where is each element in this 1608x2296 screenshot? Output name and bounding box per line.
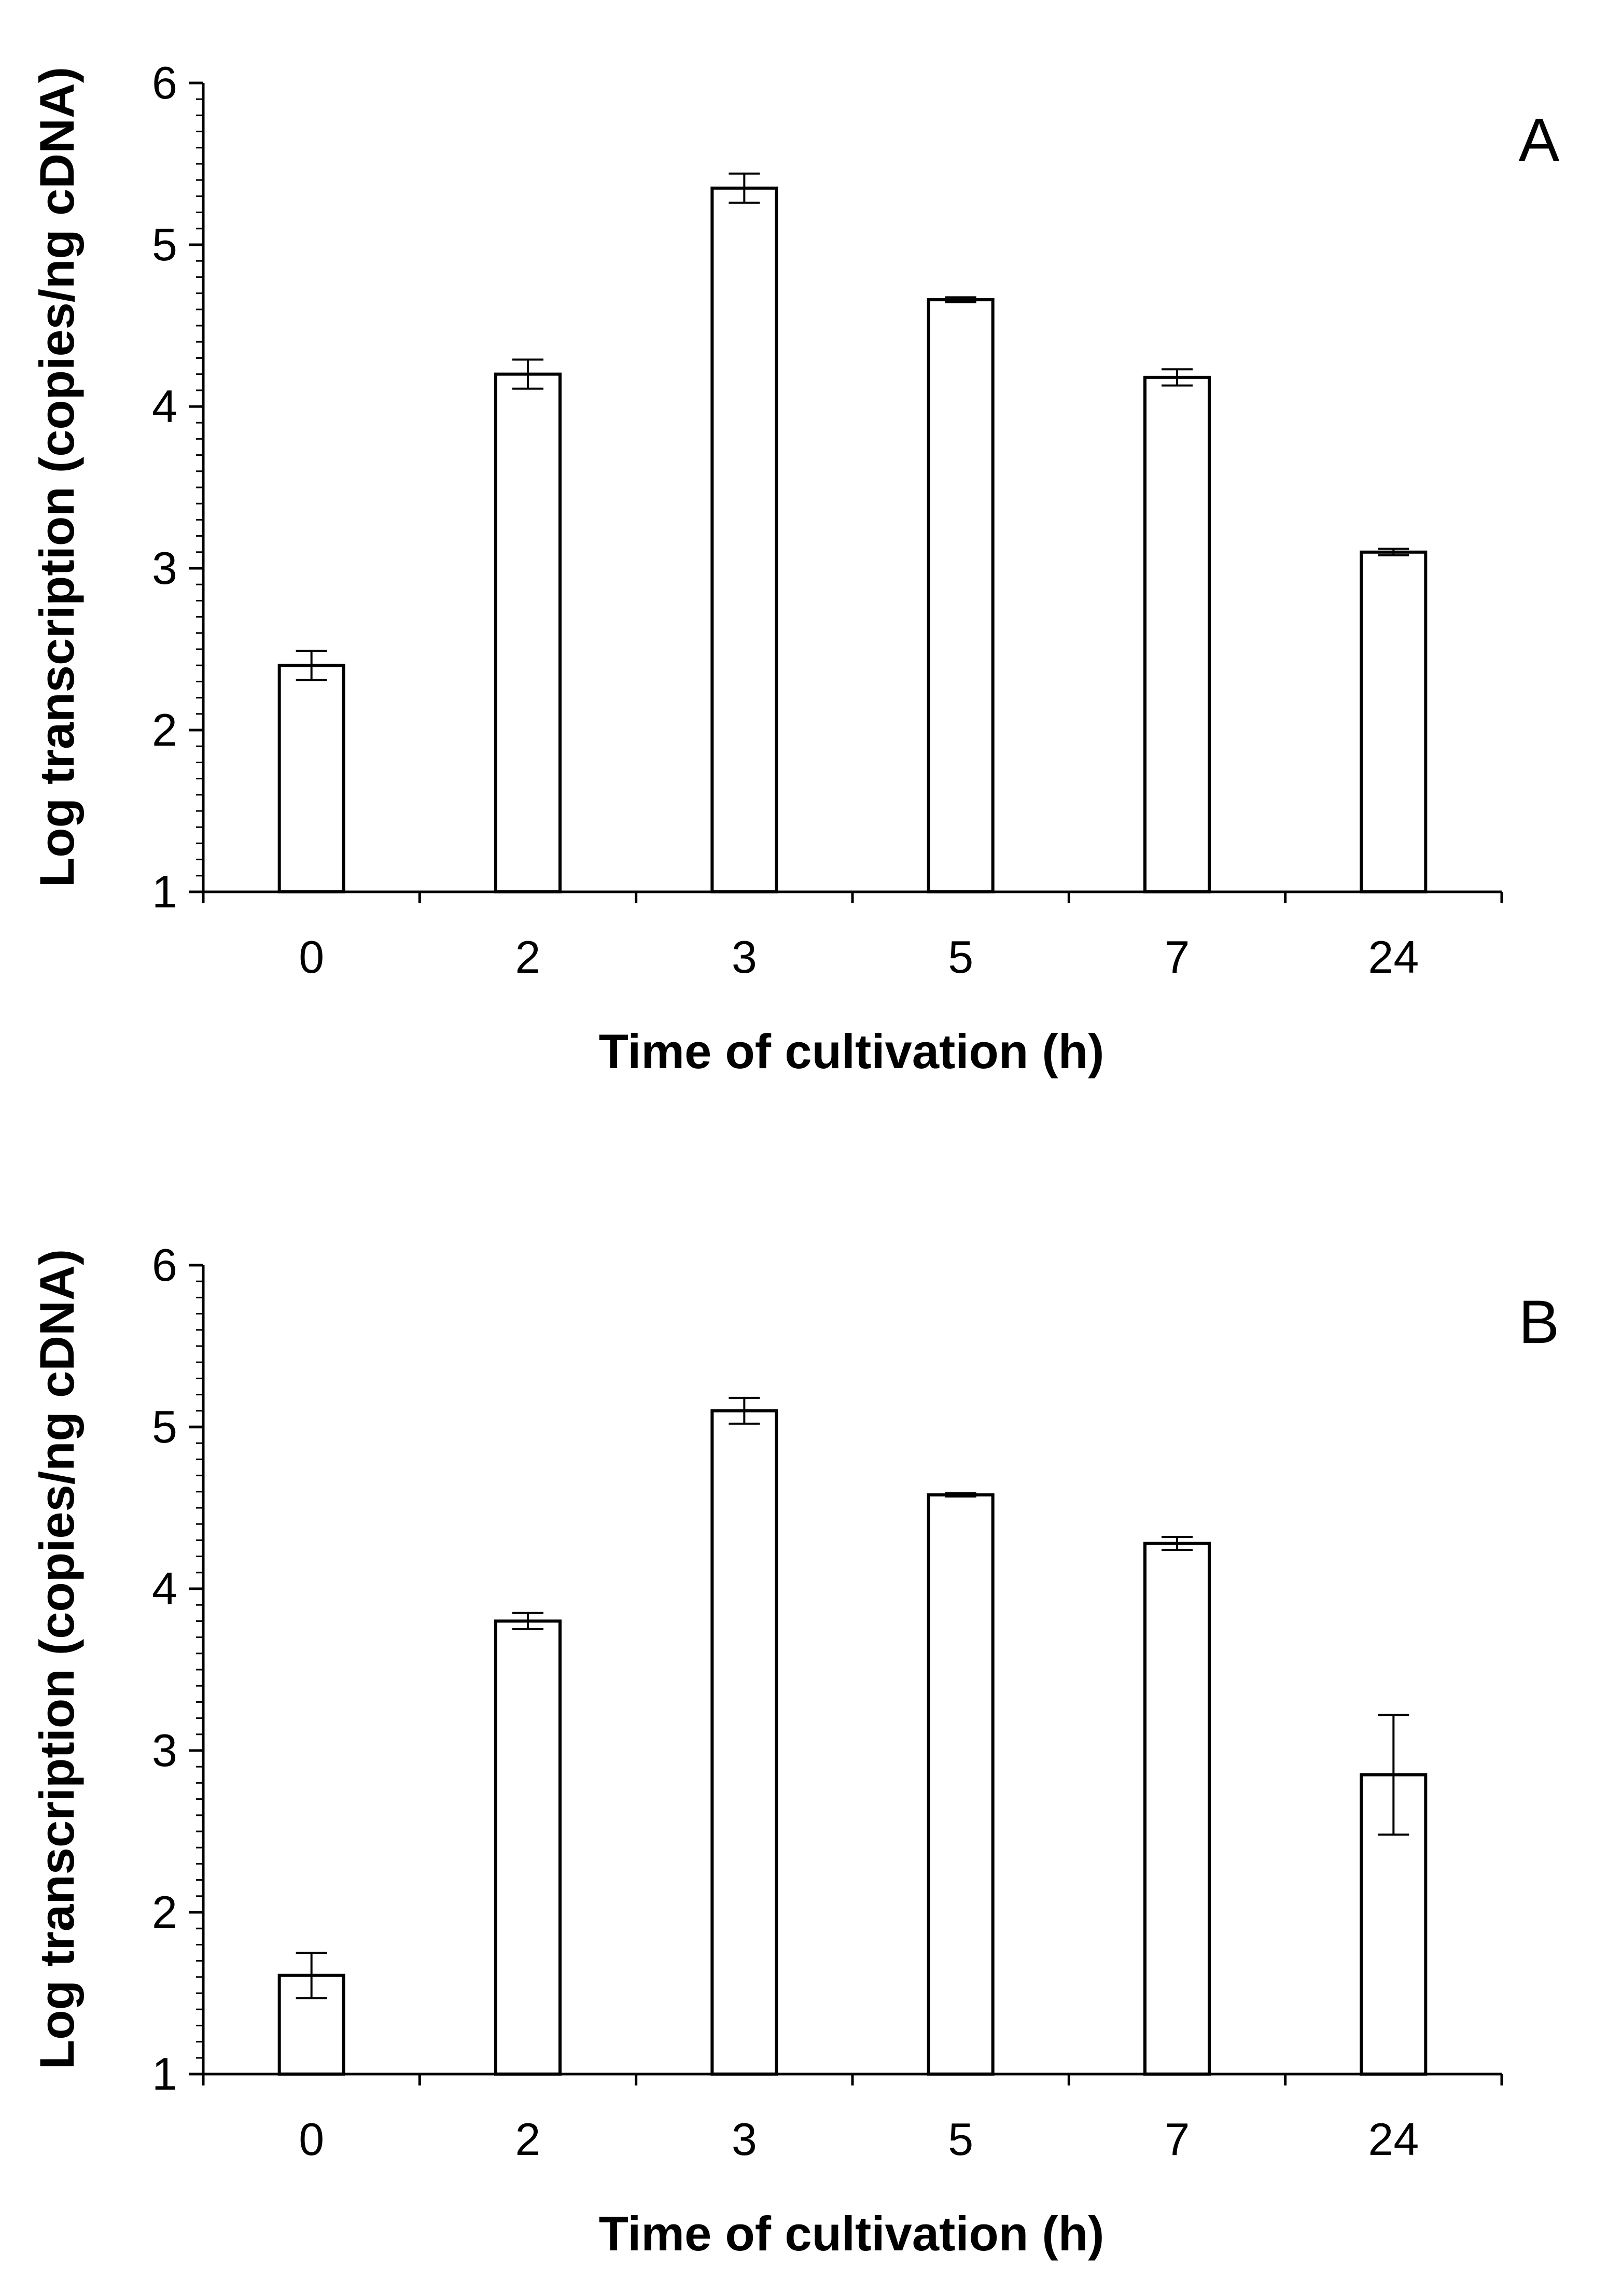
y-tick-label: 5 bbox=[152, 219, 177, 270]
bar-2 bbox=[494, 1619, 562, 2076]
y-tick-label: 1 bbox=[152, 2048, 177, 2099]
y-tick-label: 5 bbox=[152, 1401, 177, 1452]
x-axis-title: Time of cultivation (h) bbox=[599, 2206, 1104, 2261]
bar-5 bbox=[927, 298, 995, 894]
x-axis-title: Time of cultivation (h) bbox=[599, 1024, 1104, 1079]
y-tick-label: 6 bbox=[152, 1239, 177, 1291]
x-tick-label: 24 bbox=[1368, 2113, 1419, 2165]
panel-letter: B bbox=[1519, 1288, 1560, 1356]
y-axis-title: Log transcription (copies/ng cDNA) bbox=[30, 67, 84, 887]
error-bar-3 bbox=[729, 172, 760, 204]
y-tick-label: 3 bbox=[152, 542, 177, 594]
y-tick-label: 1 bbox=[152, 866, 177, 917]
x-tick-label: 3 bbox=[732, 2113, 757, 2165]
chart-panel-b: 1 2 3 4 5 6 0 2 3 5 7 24 Time of cultivation (h) Log … bbox=[30, 1239, 1559, 2261]
error-bar-7 bbox=[1162, 1536, 1193, 1551]
error-bar-3 bbox=[729, 1396, 760, 1425]
x-tick-label: 0 bbox=[299, 931, 324, 983]
x-tick-label: 0 bbox=[299, 2113, 324, 2165]
chart-panel-a: 1 2 3 4 5 6 0 2 3 5 7 24 Time of cultivation (h) Log … bbox=[30, 57, 1560, 1079]
y-tick-label: 2 bbox=[152, 704, 177, 755]
x-tick-label: 2 bbox=[515, 931, 541, 983]
x-tick-label: 3 bbox=[732, 931, 757, 983]
x-tick-label: 7 bbox=[1165, 2113, 1190, 2165]
error-bar-24 bbox=[1378, 548, 1409, 557]
y-tick-label: 2 bbox=[152, 1886, 177, 1938]
error-bar-2 bbox=[512, 358, 543, 390]
error-bar-5 bbox=[945, 1492, 976, 1498]
error-bar-2 bbox=[512, 1612, 543, 1630]
bar-7 bbox=[1143, 375, 1211, 893]
x-tick-label: 5 bbox=[948, 2113, 973, 2165]
bar-7 bbox=[1143, 1542, 1211, 2076]
y-axis-title: Log transcription (copies/ng cDNA) bbox=[30, 1249, 84, 2069]
bar-3 bbox=[710, 186, 778, 893]
error-bar-7 bbox=[1162, 368, 1193, 387]
bar-5 bbox=[927, 1493, 995, 2076]
panel-letter: A bbox=[1519, 106, 1560, 174]
y-tick-label: 4 bbox=[152, 381, 177, 432]
bar-3 bbox=[710, 1409, 778, 2076]
error-bar-5 bbox=[945, 296, 976, 303]
error-bar-0 bbox=[296, 1952, 327, 1999]
x-tick-label: 24 bbox=[1368, 931, 1419, 983]
y-tick-label: 4 bbox=[152, 1563, 177, 1614]
x-tick-label: 2 bbox=[515, 2113, 541, 2165]
bar-24 bbox=[1360, 550, 1428, 894]
y-tick-label: 3 bbox=[152, 1725, 177, 1776]
bar-0 bbox=[277, 664, 345, 893]
y-tick-label: 6 bbox=[152, 57, 177, 108]
error-bar-0 bbox=[296, 650, 327, 681]
x-tick-label: 5 bbox=[948, 931, 973, 983]
bar-2 bbox=[494, 372, 562, 893]
error-bar-24 bbox=[1378, 1714, 1409, 1836]
x-tick-label: 7 bbox=[1165, 931, 1190, 983]
